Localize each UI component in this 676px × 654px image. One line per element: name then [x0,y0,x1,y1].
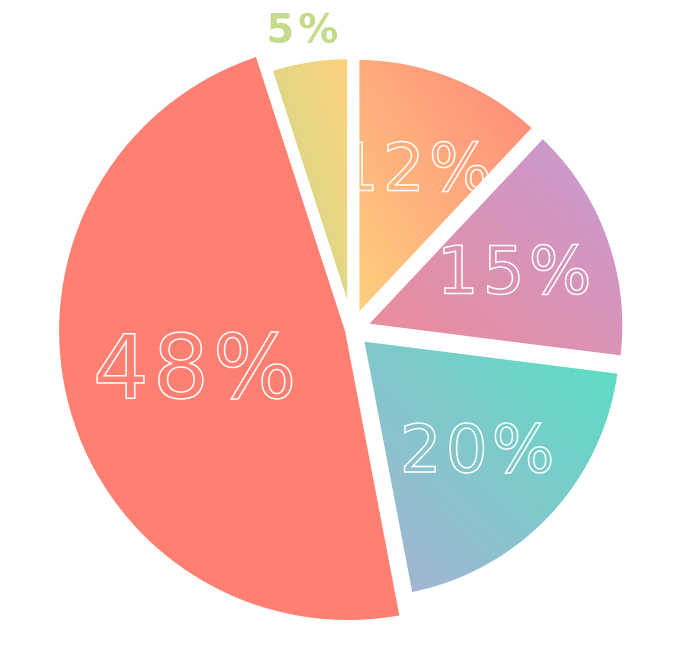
pie-slice [353,53,541,327]
pie-slice [357,130,629,363]
value-label: 12% [337,129,496,206]
pie-slice [53,49,407,626]
value-label: 15% [437,232,596,309]
pie-slice [357,334,625,600]
value-label: 48% [93,316,301,419]
pie-slice [265,53,354,320]
value-label: 20% [400,411,559,488]
value-label: 5% [266,7,342,53]
